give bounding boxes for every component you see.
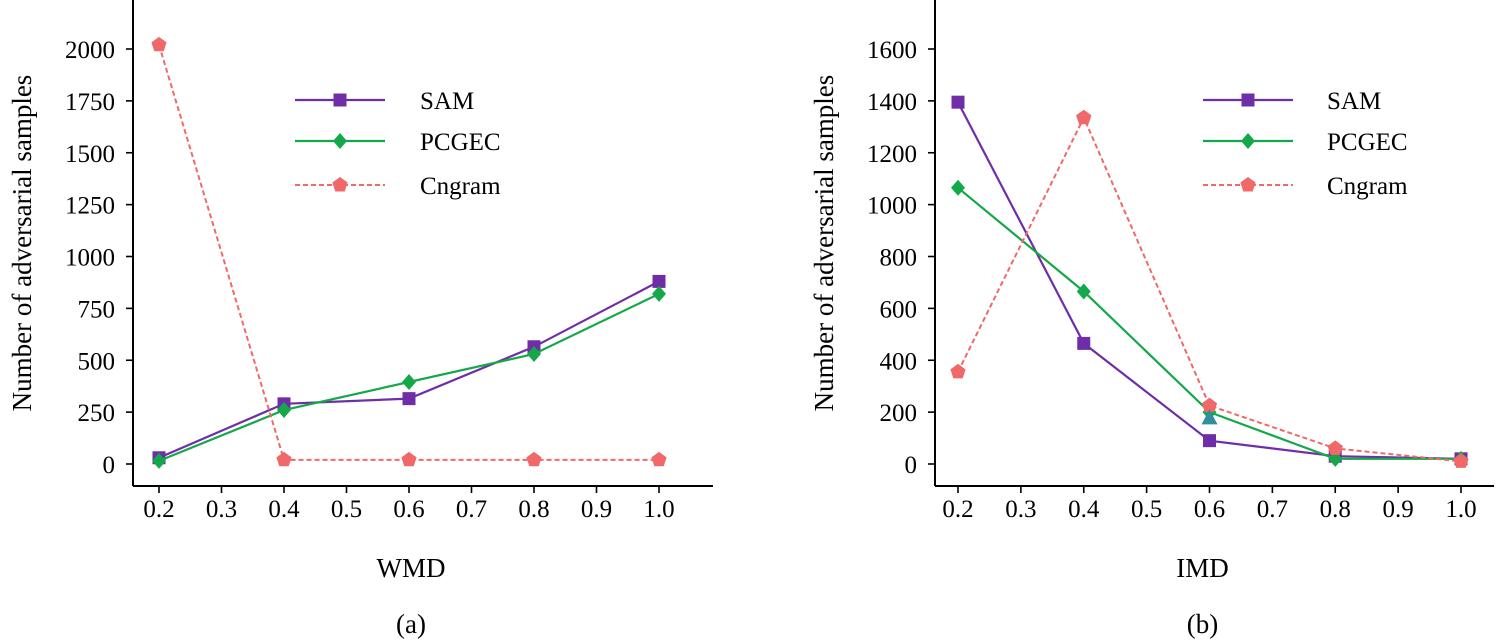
x-tick-label: 1.0 — [643, 496, 674, 523]
legend-label-sam: SAM — [1327, 88, 1381, 115]
y-tick-label: 0 — [103, 452, 116, 479]
x-tick-label: 0.3 — [1005, 496, 1036, 523]
y-tick-label: 2000 — [65, 37, 115, 64]
y-tick-label: 400 — [880, 348, 918, 375]
data-point-sam — [951, 95, 965, 109]
legend-marker-cngram — [1240, 177, 1256, 192]
data-point-cngram — [1076, 109, 1092, 125]
data-point-cngram — [401, 451, 417, 467]
data-point-pcgec — [402, 374, 416, 391]
data-point-sam — [1203, 434, 1216, 448]
y-tick-label: 1400 — [867, 89, 917, 116]
x-tick-label: 0.8 — [518, 496, 549, 523]
x-tick-label: 0.2 — [942, 496, 973, 523]
x-tick-label: 0.7 — [456, 496, 487, 523]
y-tick-label: 1600 — [867, 37, 917, 64]
y-tick-label: 1250 — [65, 193, 115, 220]
legend-label-sam: SAM — [420, 88, 474, 115]
extra-data-point — [1201, 409, 1218, 425]
x-tick-label: 0.4 — [1068, 496, 1100, 523]
data-point-cngram — [1453, 453, 1469, 468]
x-tick-label: 0.4 — [268, 496, 300, 523]
data-point-cngram — [526, 451, 542, 467]
data-point-sam — [1077, 336, 1091, 350]
y-tick-label: 1200 — [867, 141, 917, 168]
data-point-pcgec — [152, 452, 166, 469]
series-line-cngram — [158, 44, 659, 461]
y-tick-label: 500 — [78, 348, 116, 375]
x-tick-label: 0.9 — [1383, 496, 1414, 523]
y-tick-label: 800 — [880, 245, 918, 272]
panel-a: 0 250 500 750 1000 1250 1500 1750 2000 0.2 0.3 0.4 0… — [7, 0, 713, 639]
x-tick-label: 0.6 — [1194, 496, 1225, 523]
y-tick-label: 1750 — [65, 89, 115, 116]
data-point-cngram — [1327, 440, 1343, 455]
legend-label-cngram: Cngram — [420, 173, 501, 200]
x-tick-label: 0.7 — [1257, 496, 1288, 523]
legend-marker-pcgec — [333, 133, 347, 149]
x-tick-label: 0.9 — [581, 496, 612, 523]
x-axis-title: IMD — [1176, 553, 1229, 583]
legend-label-pcgec: PCGEC — [420, 129, 501, 156]
series-line-cngram — [957, 115, 1462, 463]
x-axis-title: WMD — [377, 553, 446, 583]
legend-marker-sam — [1241, 93, 1255, 107]
x-tick-label: 1.0 — [1445, 496, 1476, 523]
y-tick-label: 600 — [880, 296, 918, 323]
data-point-cngram — [276, 451, 292, 467]
y-tick-label: 750 — [78, 296, 116, 323]
x-tick-label: 0.2 — [143, 496, 174, 523]
legend-label-pcgec: PCGEC — [1327, 129, 1408, 156]
y-tick-label: 250 — [78, 400, 116, 427]
legend-marker-cngram — [332, 177, 348, 192]
x-tick-label: 0.5 — [331, 496, 362, 523]
y-tick-label: 1000 — [867, 193, 917, 220]
panel-label: (a) — [396, 609, 426, 639]
data-point-pcgec — [951, 179, 965, 196]
y-tick-label: 1500 — [65, 141, 115, 168]
y-axis-title: Number of adversarial samples — [7, 75, 37, 412]
data-point-cngram — [151, 36, 167, 52]
data-point-cngram — [950, 363, 966, 379]
data-point-sam — [652, 274, 666, 288]
x-tick-label: 0.3 — [206, 496, 237, 523]
data-point-pcgec — [652, 285, 666, 302]
data-point-cngram — [651, 451, 667, 467]
x-tick-label: 0.8 — [1320, 496, 1351, 523]
legend-marker-sam — [333, 93, 347, 107]
panel-b: 0 200 400 600 800 1000 1200 1400 1600 0.2 0.3 0.4 0.… — [809, 0, 1494, 639]
data-point-pcgec — [527, 346, 541, 363]
panel-label: (b) — [1187, 609, 1218, 639]
data-point-sam — [402, 392, 416, 406]
data-point-cngram — [1201, 397, 1218, 413]
legend-marker-pcgec — [1241, 133, 1255, 149]
x-tick-label: 0.5 — [1131, 496, 1162, 523]
data-point-pcgec — [277, 402, 291, 419]
y-tick-label: 1000 — [65, 245, 115, 272]
legend-label-cngram: Cngram — [1327, 173, 1408, 200]
y-tick-label: 0 — [905, 452, 918, 479]
data-point-pcgec — [1076, 283, 1091, 300]
x-tick-label: 0.6 — [393, 496, 424, 523]
y-axis-title: Number of adversarial samples — [809, 75, 839, 412]
y-tick-label: 200 — [880, 400, 918, 427]
